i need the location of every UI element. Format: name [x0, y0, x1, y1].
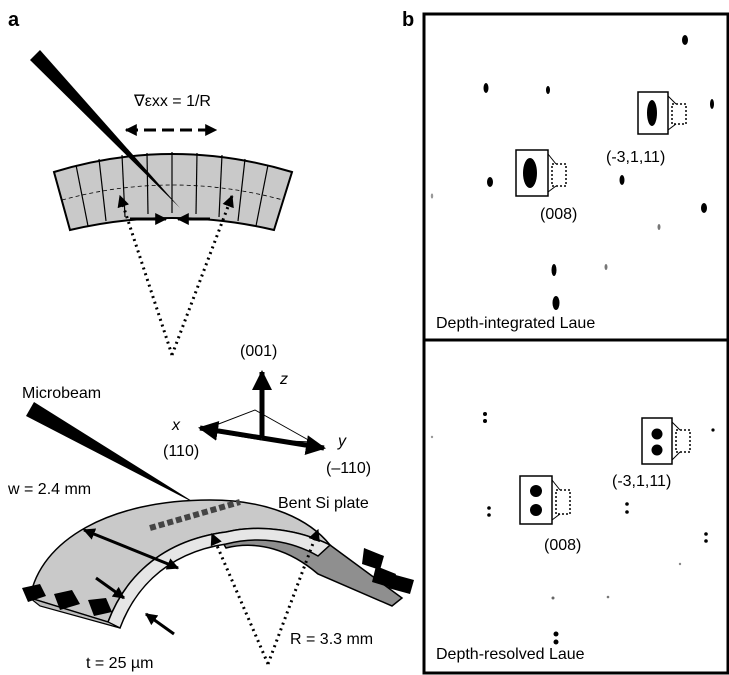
axis-x-index-label: (110) — [163, 443, 199, 460]
panel-a: a — [7, 9, 414, 672]
axis-y-index-label: (–110) — [326, 460, 371, 477]
callout-bottom-n3-1-11 — [641, 417, 691, 465]
laue-pattern-depth-integrated — [422, 12, 729, 342]
axis-z-index-label: (001) — [240, 343, 277, 360]
plate-label: Bent Si plate — [278, 495, 369, 512]
crystal-axes — [198, 370, 326, 456]
callout-label-bottom-008: (008) — [544, 537, 581, 554]
panel-b: b — [402, 9, 729, 675]
caption-depth-integrated: Depth-integrated Laue — [436, 315, 595, 332]
bent-si-plate — [22, 499, 414, 665]
strain-gradient-label: ∇εxx = 1/R — [133, 93, 211, 110]
callout-top-008 — [515, 149, 567, 197]
callout-label-top-n3-1-11: (-3,1,11) — [606, 149, 665, 166]
bent-crystal-schematic — [30, 50, 294, 356]
panel-letter-b: b — [402, 9, 414, 31]
axis-y-label: y — [337, 433, 347, 450]
callout-bottom-008 — [519, 475, 571, 525]
callout-label-top-008: (008) — [540, 206, 577, 223]
thickness-label: t = 25 µm — [86, 655, 153, 672]
caption-depth-resolved: Depth-resolved Laue — [436, 646, 585, 663]
laue-pattern-depth-resolved — [422, 338, 729, 675]
microbeam-label: Microbeam — [22, 385, 101, 402]
radius-label: R = 3.3 mm — [290, 631, 373, 648]
panel-letter-a: a — [8, 9, 20, 31]
width-label: w = 2.4 mm — [7, 481, 91, 498]
axis-x-label: x — [171, 417, 181, 434]
callout-label-bottom-n3-1-11: (-3,1,11) — [612, 473, 671, 490]
callout-top-n3-1-11 — [637, 91, 687, 135]
axis-z-label: z — [279, 371, 288, 388]
microbeam-cone — [26, 402, 200, 506]
